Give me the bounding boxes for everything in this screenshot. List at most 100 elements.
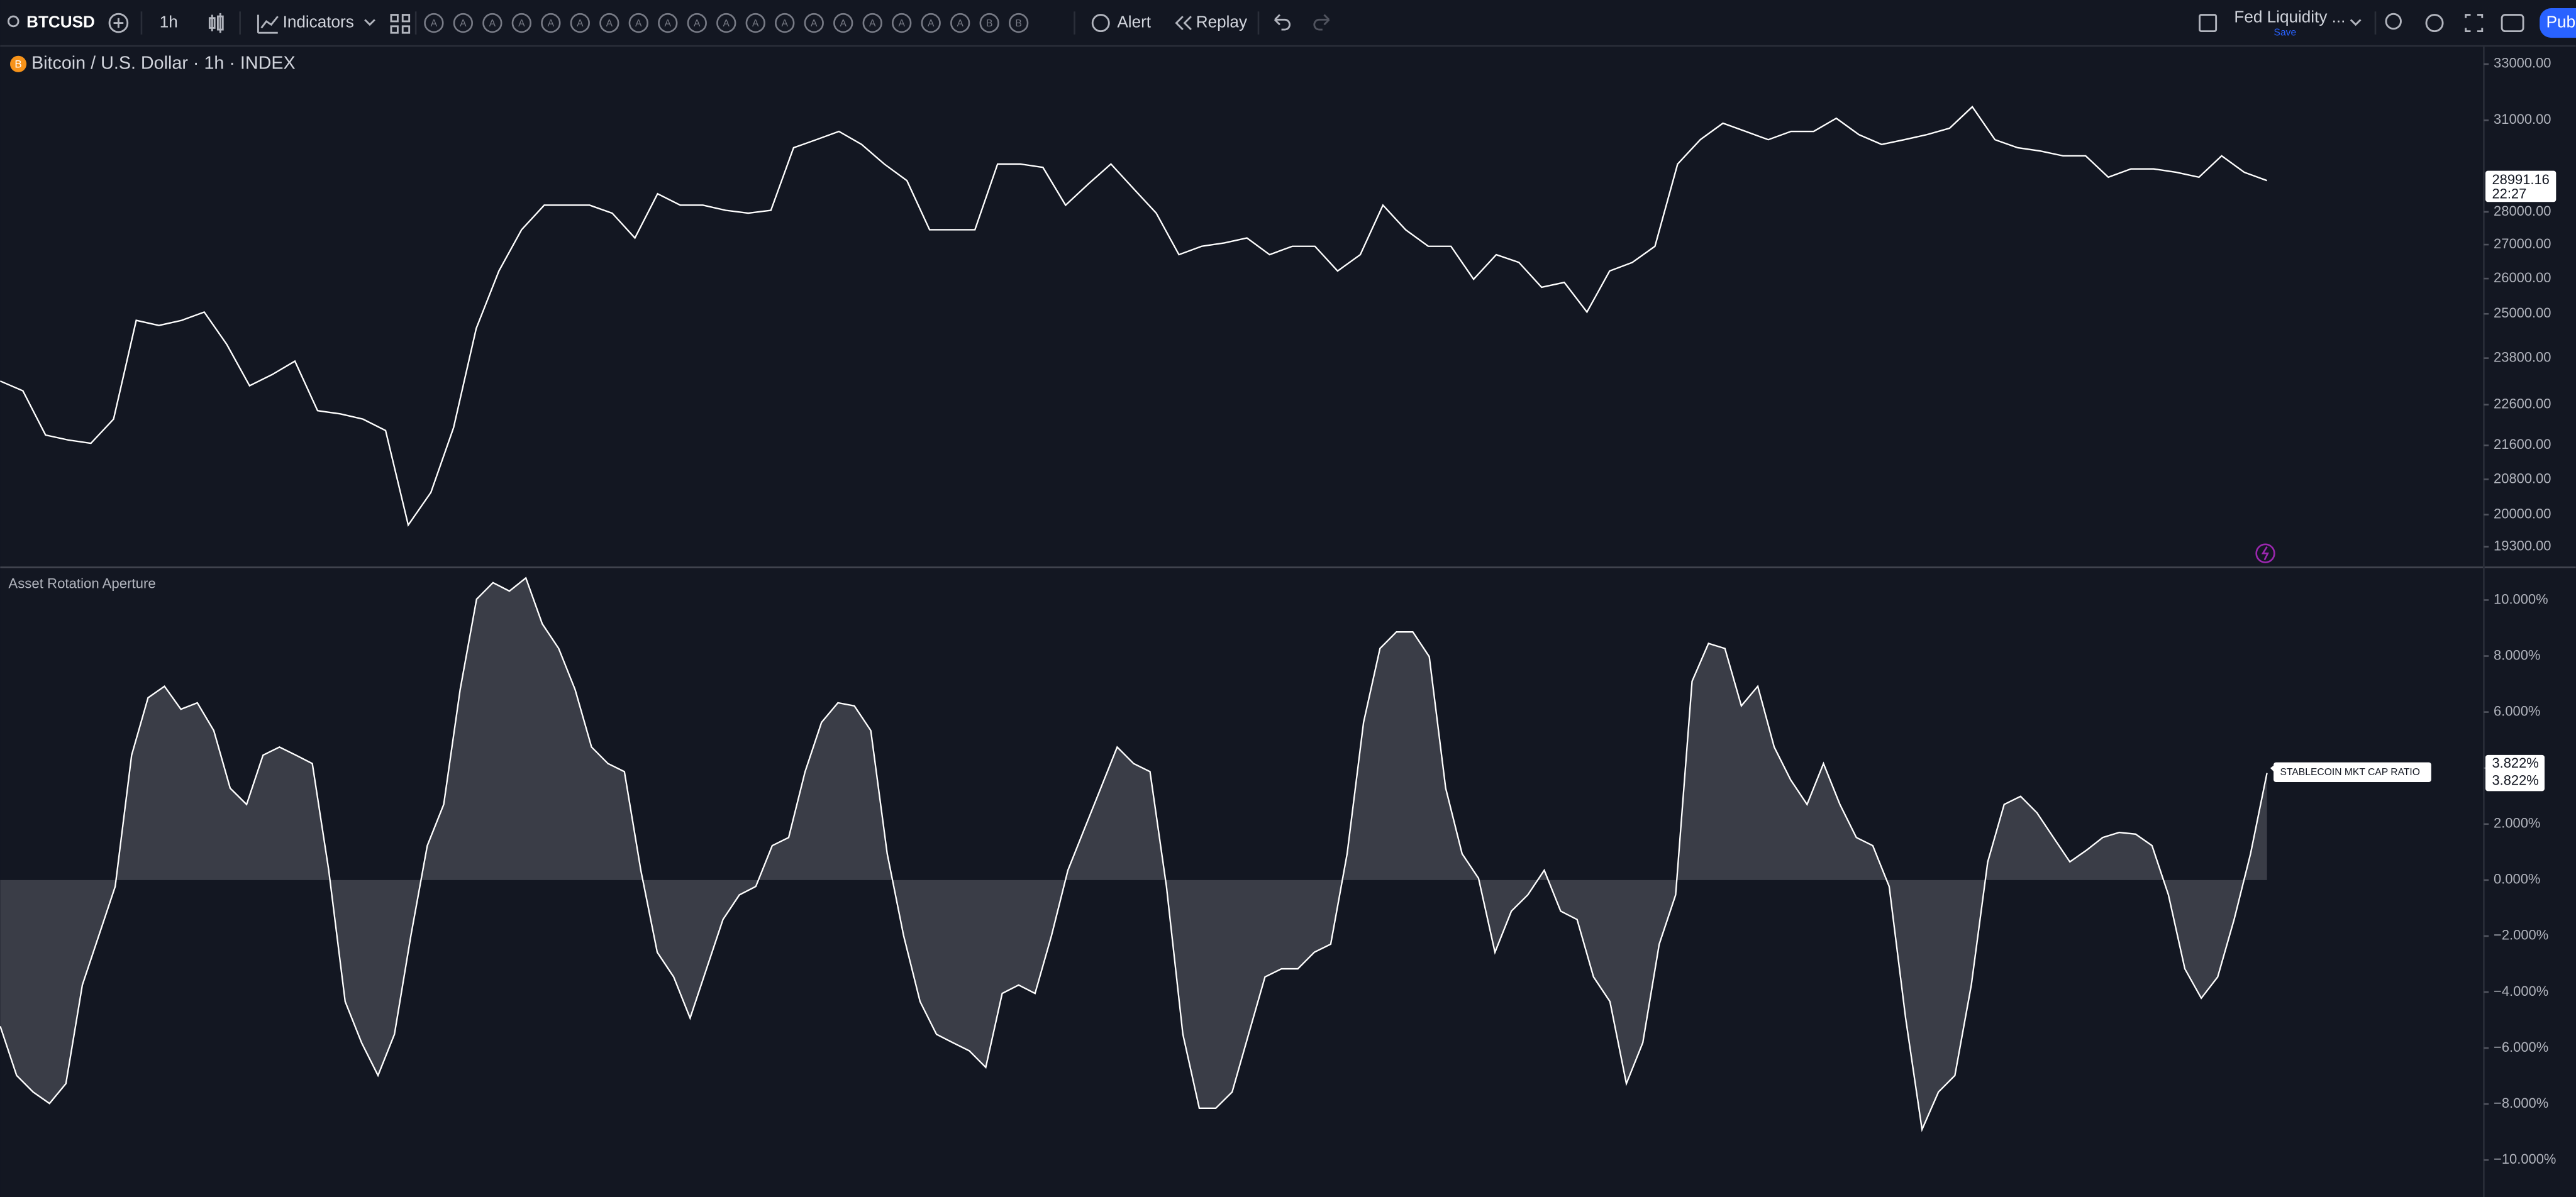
tool-letter[interactable]: B <box>1015 18 1021 29</box>
tool-letter[interactable]: A <box>869 18 876 29</box>
oscillator-area <box>0 578 2267 1130</box>
interval[interactable]: 1h <box>160 12 178 31</box>
symbol[interactable]: BTCUSD <box>26 12 95 31</box>
tool-circle[interactable] <box>804 13 824 33</box>
publish[interactable]: Pub <box>2546 12 2575 31</box>
y-tick-label: 19300.00 <box>2494 538 2551 553</box>
series-tag-label: STABLECOIN MKT CAP RATIO <box>2280 767 2420 778</box>
publish-button[interactable] <box>2540 8 2576 38</box>
chevron[interactable] <box>364 19 375 26</box>
oscillator-line <box>0 576 2268 1132</box>
indicators-icon[interactable] <box>257 14 279 34</box>
y-tick-label: 20800.00 <box>2494 470 2551 486</box>
tool-circle[interactable] <box>979 13 999 33</box>
symbol-logo-letter: B <box>14 58 21 70</box>
last-value: 3.822% <box>2492 755 2538 771</box>
tool-circle[interactable] <box>658 13 678 33</box>
quick-search[interactable] <box>2385 13 2402 30</box>
tool-letter[interactable]: A <box>694 18 701 29</box>
search-icon[interactable] <box>7 15 19 28</box>
tool-circle[interactable] <box>511 13 532 33</box>
layout-checkbox[interactable] <box>2199 14 2218 33</box>
screenshot[interactable] <box>2501 14 2524 33</box>
replay-icon[interactable] <box>1175 16 1192 31</box>
tool-letter[interactable]: A <box>752 18 759 29</box>
replay[interactable]: Replay <box>1196 12 1247 31</box>
tool-circle[interactable] <box>482 13 502 33</box>
y-tick-label: 20000.00 <box>2494 505 2551 521</box>
last-value-tag <box>2485 754 2545 792</box>
tool-letter[interactable]: A <box>518 18 525 29</box>
tool-letter[interactable]: A <box>577 18 584 29</box>
tool-letter[interactable]: A <box>928 18 935 29</box>
y-tick-label: 22600.00 <box>2494 395 2551 411</box>
fullscreen[interactable] <box>2465 14 2484 33</box>
tool-circle[interactable] <box>1008 13 1029 33</box>
tool-circle[interactable] <box>833 13 853 33</box>
layout-chevron[interactable] <box>2350 19 2362 26</box>
tool-letter[interactable]: A <box>431 18 438 29</box>
tool-circle[interactable] <box>541 13 561 33</box>
layout-name[interactable]: Fed Liquidity ... <box>2234 8 2345 26</box>
indicator-legend[interactable]: Asset Rotation Aperture <box>8 576 155 592</box>
tool-circle[interactable] <box>628 13 648 33</box>
add-symbol[interactable] <box>108 13 129 33</box>
add-symbol-plus <box>113 18 124 28</box>
y-tick-label: −6.000% <box>2494 1039 2548 1055</box>
undo[interactable] <box>1274 14 1291 31</box>
tool-circle[interactable] <box>745 13 765 33</box>
y-tick-label: −8.000% <box>2494 1095 2548 1111</box>
indicators[interactable]: Indicators <box>283 12 354 31</box>
tool-circle[interactable] <box>570 13 590 33</box>
symbol-logo <box>10 55 27 72</box>
y-tick-label: 6.000% <box>2494 703 2540 719</box>
tool-letter[interactable]: A <box>723 18 730 29</box>
tool-letter[interactable]: A <box>898 18 905 29</box>
settings[interactable] <box>2425 14 2444 33</box>
bar-countdown: 22:27 <box>2492 185 2526 201</box>
tool-letter[interactable]: A <box>606 18 613 29</box>
y-tick-label: −10.000% <box>2494 1151 2556 1167</box>
tool-letter[interactable]: A <box>665 18 672 29</box>
save[interactable]: Save <box>2274 27 2297 38</box>
alert[interactable]: Alert <box>1117 12 1151 31</box>
tool-circle[interactable] <box>775 13 795 33</box>
tool-circle[interactable] <box>424 13 444 33</box>
series-tag <box>2273 762 2431 782</box>
tool-letter[interactable]: A <box>840 18 847 29</box>
events-icon[interactable] <box>2255 543 2275 563</box>
tool-circle[interactable] <box>716 13 736 33</box>
y-tick-label: 33000.00 <box>2494 55 2551 71</box>
tool-circle[interactable] <box>921 13 941 33</box>
tool-letter[interactable]: A <box>489 18 496 29</box>
tool-letter[interactable]: A <box>782 18 789 29</box>
tool-circle[interactable] <box>862 13 882 33</box>
y-tick-label: 21600.00 <box>2494 436 2551 452</box>
y-tick-label: 23800.00 <box>2494 349 2551 365</box>
last-price-tag <box>2485 170 2557 202</box>
y-tick-label: 31000.00 <box>2494 111 2551 127</box>
tool-letter[interactable]: A <box>460 18 467 29</box>
tool-letter[interactable]: A <box>635 18 642 29</box>
tool-circle[interactable] <box>950 13 970 33</box>
tool-circle[interactable] <box>599 13 619 33</box>
tool-letter[interactable]: A <box>957 18 963 29</box>
y-tick-label: −2.000% <box>2494 927 2548 943</box>
alert-icon[interactable] <box>1091 14 1110 33</box>
templates-icon[interactable] <box>390 14 411 34</box>
tool-circle[interactable] <box>453 13 474 33</box>
chart-legend[interactable]: Bitcoin / U.S. Dollar · 1h · INDEX <box>31 53 296 73</box>
tool-circle[interactable] <box>892 13 912 33</box>
tool-letter[interactable]: B <box>986 18 992 29</box>
last-price: 28991.16 <box>2492 172 2549 187</box>
tool-letter[interactable]: A <box>548 18 555 29</box>
price-line <box>0 106 2268 527</box>
tool-circle[interactable] <box>687 13 707 33</box>
y-tick-label: −4.000% <box>2494 983 2548 999</box>
redo[interactable] <box>1313 14 1330 31</box>
chart-type[interactable] <box>208 13 224 33</box>
tool-letter[interactable]: A <box>811 18 818 29</box>
y-tick-label: 25000.00 <box>2494 305 2551 321</box>
